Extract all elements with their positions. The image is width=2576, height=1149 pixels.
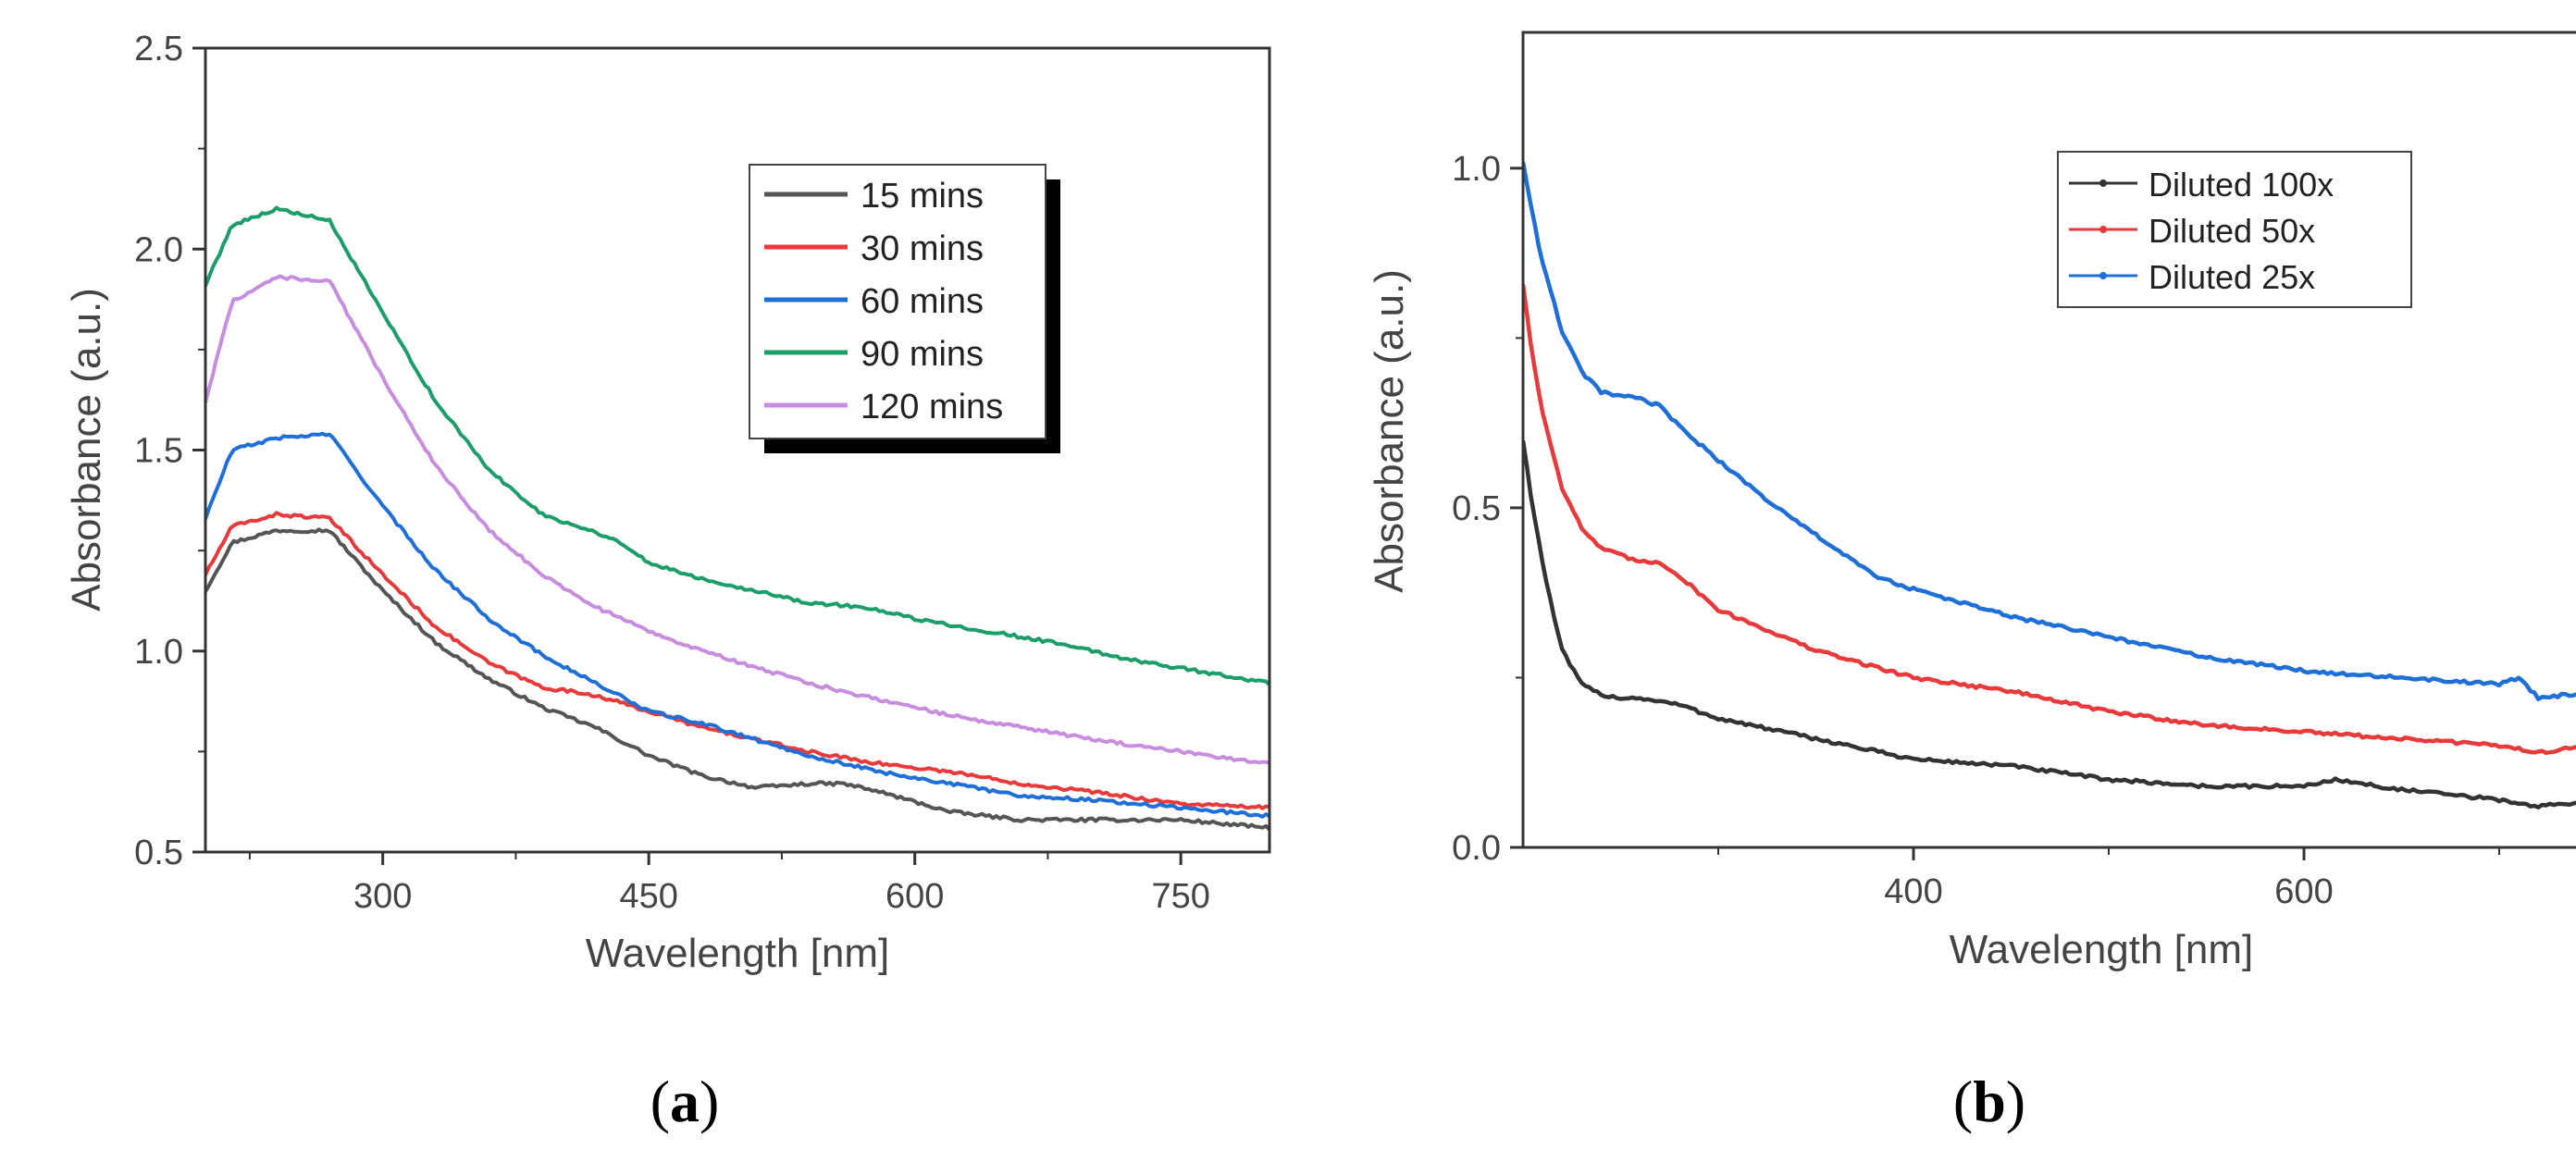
y-tick-label: 2.0: [134, 230, 183, 269]
series-line-15-mins: [205, 527, 1269, 832]
panel-label-a-letter: a: [670, 1069, 700, 1134]
chart-panel-a: 0.5 1.0 1.5 2.0 2.5 300 450 600 750 Wavelength […: [64, 30, 1271, 976]
legend-a: 15 mins 30 mins 60 mins 90 mins 120 mins: [749, 164, 1060, 453]
x-tick-label: 750: [1151, 877, 1209, 916]
plot-area-b: [1523, 161, 2576, 809]
series-line-60-mins: [205, 431, 1269, 819]
legend-marker: [2099, 272, 2107, 279]
x-axis-label-b: Wavelength [nm]: [1950, 927, 2254, 972]
y-tick-label: 1.0: [1452, 150, 1501, 189]
y-tick-label: 0.5: [134, 834, 183, 872]
legend-b: Diluted 100x Diluted 50x Diluted 25x: [2057, 151, 2412, 308]
series-line-90-mins: [205, 205, 1269, 686]
y-tick-label: 1.0: [134, 633, 183, 672]
legend-label: 15 mins: [861, 177, 984, 216]
legend-label: 120 mins: [861, 388, 1003, 426]
series-line-diluted-25x: [1523, 161, 2576, 701]
x-tick-label: 400: [1884, 872, 1942, 911]
legend-label: 30 mins: [861, 229, 984, 268]
legend-label: Diluted 50x: [2149, 212, 2315, 250]
panel-label-b-open: (: [1953, 1069, 1973, 1134]
y-tick-label: 2.5: [134, 30, 183, 68]
panel-label-b-letter: b: [1973, 1069, 2006, 1134]
x-axis-label-a: Wavelength [nm]: [586, 931, 890, 976]
y-axis-label-a: Absorbance (a.u.): [64, 288, 109, 612]
panel-label-a-close: ): [700, 1069, 719, 1134]
legend-label: 60 mins: [861, 282, 984, 321]
x-tick-label: 300: [353, 877, 412, 916]
x-tick-label: 600: [886, 877, 944, 916]
chart-panel-b: 0.00.51.0400600800 Wavelength [nm] Absor…: [1367, 31, 2576, 972]
series-line-diluted-100x: [1523, 439, 2576, 809]
legend-marker: [2099, 226, 2107, 233]
axes-a: 0.5 1.0 1.5 2.0 2.5 300 450 600 750: [134, 30, 1210, 916]
y-axis-label-b: Absorbance (a.u.): [1367, 269, 1412, 593]
y-tick-label: 1.5: [134, 432, 183, 471]
legend-marker: [2099, 179, 2107, 187]
axes-b: 0.00.51.0400600800: [1452, 150, 2500, 911]
panel-label-a-open: (: [650, 1069, 670, 1134]
panel-label-a: (a): [650, 1069, 720, 1134]
legend-label: Diluted 100x: [2149, 166, 2334, 204]
series-line-diluted-50x: [1523, 284, 2576, 756]
x-tick-label: 450: [619, 877, 677, 916]
y-tick-label: 0.5: [1452, 489, 1501, 528]
x-tick-label: 600: [2274, 872, 2333, 911]
legend-label: Diluted 25x: [2149, 258, 2315, 296]
panel-label-b: (b): [1953, 1069, 2025, 1134]
y-tick-label: 0.0: [1452, 829, 1501, 868]
panel-label-b-close: ): [2006, 1069, 2025, 1134]
series-line-120-mins: [205, 274, 1269, 765]
plot-area-a: [205, 205, 1269, 832]
legend-label: 90 mins: [861, 335, 984, 374]
